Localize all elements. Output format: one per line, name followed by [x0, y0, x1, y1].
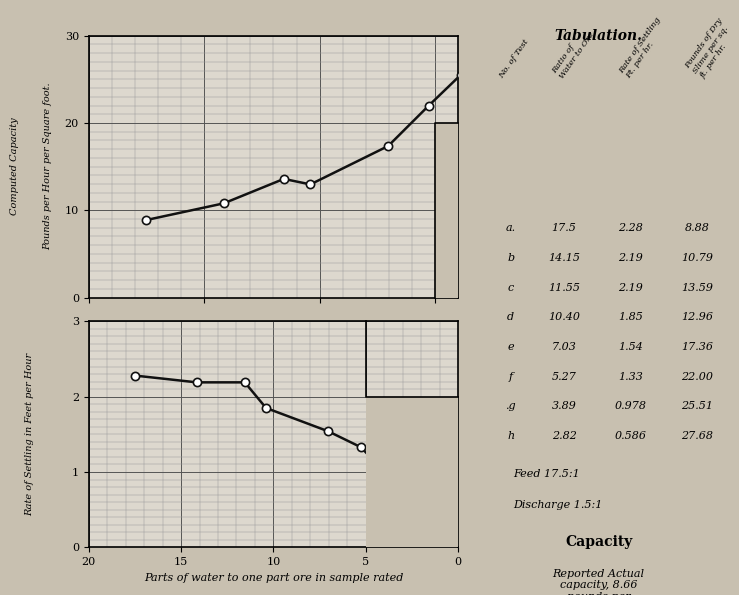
Text: Rate of Settling in Feet per Hour: Rate of Settling in Feet per Hour — [25, 353, 34, 516]
Point — [191, 378, 202, 387]
Text: Pounds per Hour per Square foot.: Pounds per Hour per Square foot. — [44, 83, 52, 250]
Text: Rate of Settling
Ft. per hr.: Rate of Settling Ft. per hr. — [617, 16, 670, 80]
Point — [140, 215, 152, 225]
Point — [382, 141, 394, 151]
Text: a.: a. — [505, 223, 516, 233]
Text: Ratio of
Water to Ore: Ratio of Water to Ore — [551, 26, 596, 80]
X-axis label: Parts of water to one part ore in sample rated: Parts of water to one part ore in sample… — [144, 572, 403, 583]
Text: f: f — [508, 372, 513, 382]
Text: 0.978: 0.978 — [615, 402, 647, 412]
Point — [454, 70, 466, 80]
Text: Tabulation.: Tabulation. — [554, 29, 643, 43]
Text: 10.79: 10.79 — [681, 253, 713, 263]
Text: 22.00: 22.00 — [681, 372, 713, 382]
Text: 2.19: 2.19 — [618, 283, 643, 293]
Text: Discharge 1.5:1: Discharge 1.5:1 — [514, 500, 603, 511]
Point — [423, 101, 435, 110]
Text: 2.19: 2.19 — [618, 253, 643, 263]
Text: Capacity: Capacity — [565, 534, 633, 549]
Point — [480, 51, 491, 61]
Text: 2.28: 2.28 — [618, 223, 643, 233]
Text: 10.40: 10.40 — [548, 312, 580, 322]
Point — [355, 443, 367, 452]
Text: 8.88: 8.88 — [684, 223, 709, 233]
Text: 11.55: 11.55 — [548, 283, 580, 293]
Text: Feed 17.5:1: Feed 17.5:1 — [514, 469, 580, 479]
Text: 1.33: 1.33 — [618, 372, 643, 382]
Text: 0.586: 0.586 — [615, 431, 647, 441]
Text: 7.03: 7.03 — [551, 342, 576, 352]
Text: Pounds of Dry
Slime per sq.
ft. per hr.: Pounds of Dry Slime per sq. ft. per hr. — [684, 17, 739, 80]
Text: 17.36: 17.36 — [681, 342, 713, 352]
Point — [401, 499, 412, 508]
Text: No. of Test: No. of Test — [497, 38, 531, 80]
Text: 12.96: 12.96 — [681, 312, 713, 322]
Text: 5.27: 5.27 — [551, 372, 576, 382]
Text: 1.54: 1.54 — [618, 342, 643, 352]
Text: b: b — [507, 253, 514, 263]
Point — [278, 174, 290, 184]
Point — [304, 180, 316, 189]
Point — [260, 403, 272, 413]
Point — [218, 199, 230, 208]
Point — [322, 427, 334, 436]
Text: 2.82: 2.82 — [551, 431, 576, 441]
Point — [239, 378, 251, 387]
Text: d: d — [507, 312, 514, 322]
Text: 3.89: 3.89 — [551, 402, 576, 412]
Text: 25.51: 25.51 — [681, 402, 713, 412]
Text: 13.59: 13.59 — [681, 283, 713, 293]
Point — [129, 371, 141, 380]
Bar — [435, 123, 458, 298]
Text: 17.5: 17.5 — [551, 223, 576, 233]
Text: Computed Capacity: Computed Capacity — [10, 118, 19, 215]
Text: h: h — [507, 431, 514, 441]
Text: 27.68: 27.68 — [681, 431, 713, 441]
Text: c: c — [508, 283, 514, 293]
Text: 1.85: 1.85 — [618, 312, 643, 322]
Text: .g: .g — [505, 402, 516, 412]
Bar — [366, 397, 458, 547]
Point — [381, 469, 392, 478]
Text: Reported Actual
capacity, 8.66
pounds per
square foot
per hour.: Reported Actual capacity, 8.66 pounds pe… — [553, 569, 644, 595]
Text: e: e — [508, 342, 514, 352]
Text: 14.15: 14.15 — [548, 253, 580, 263]
